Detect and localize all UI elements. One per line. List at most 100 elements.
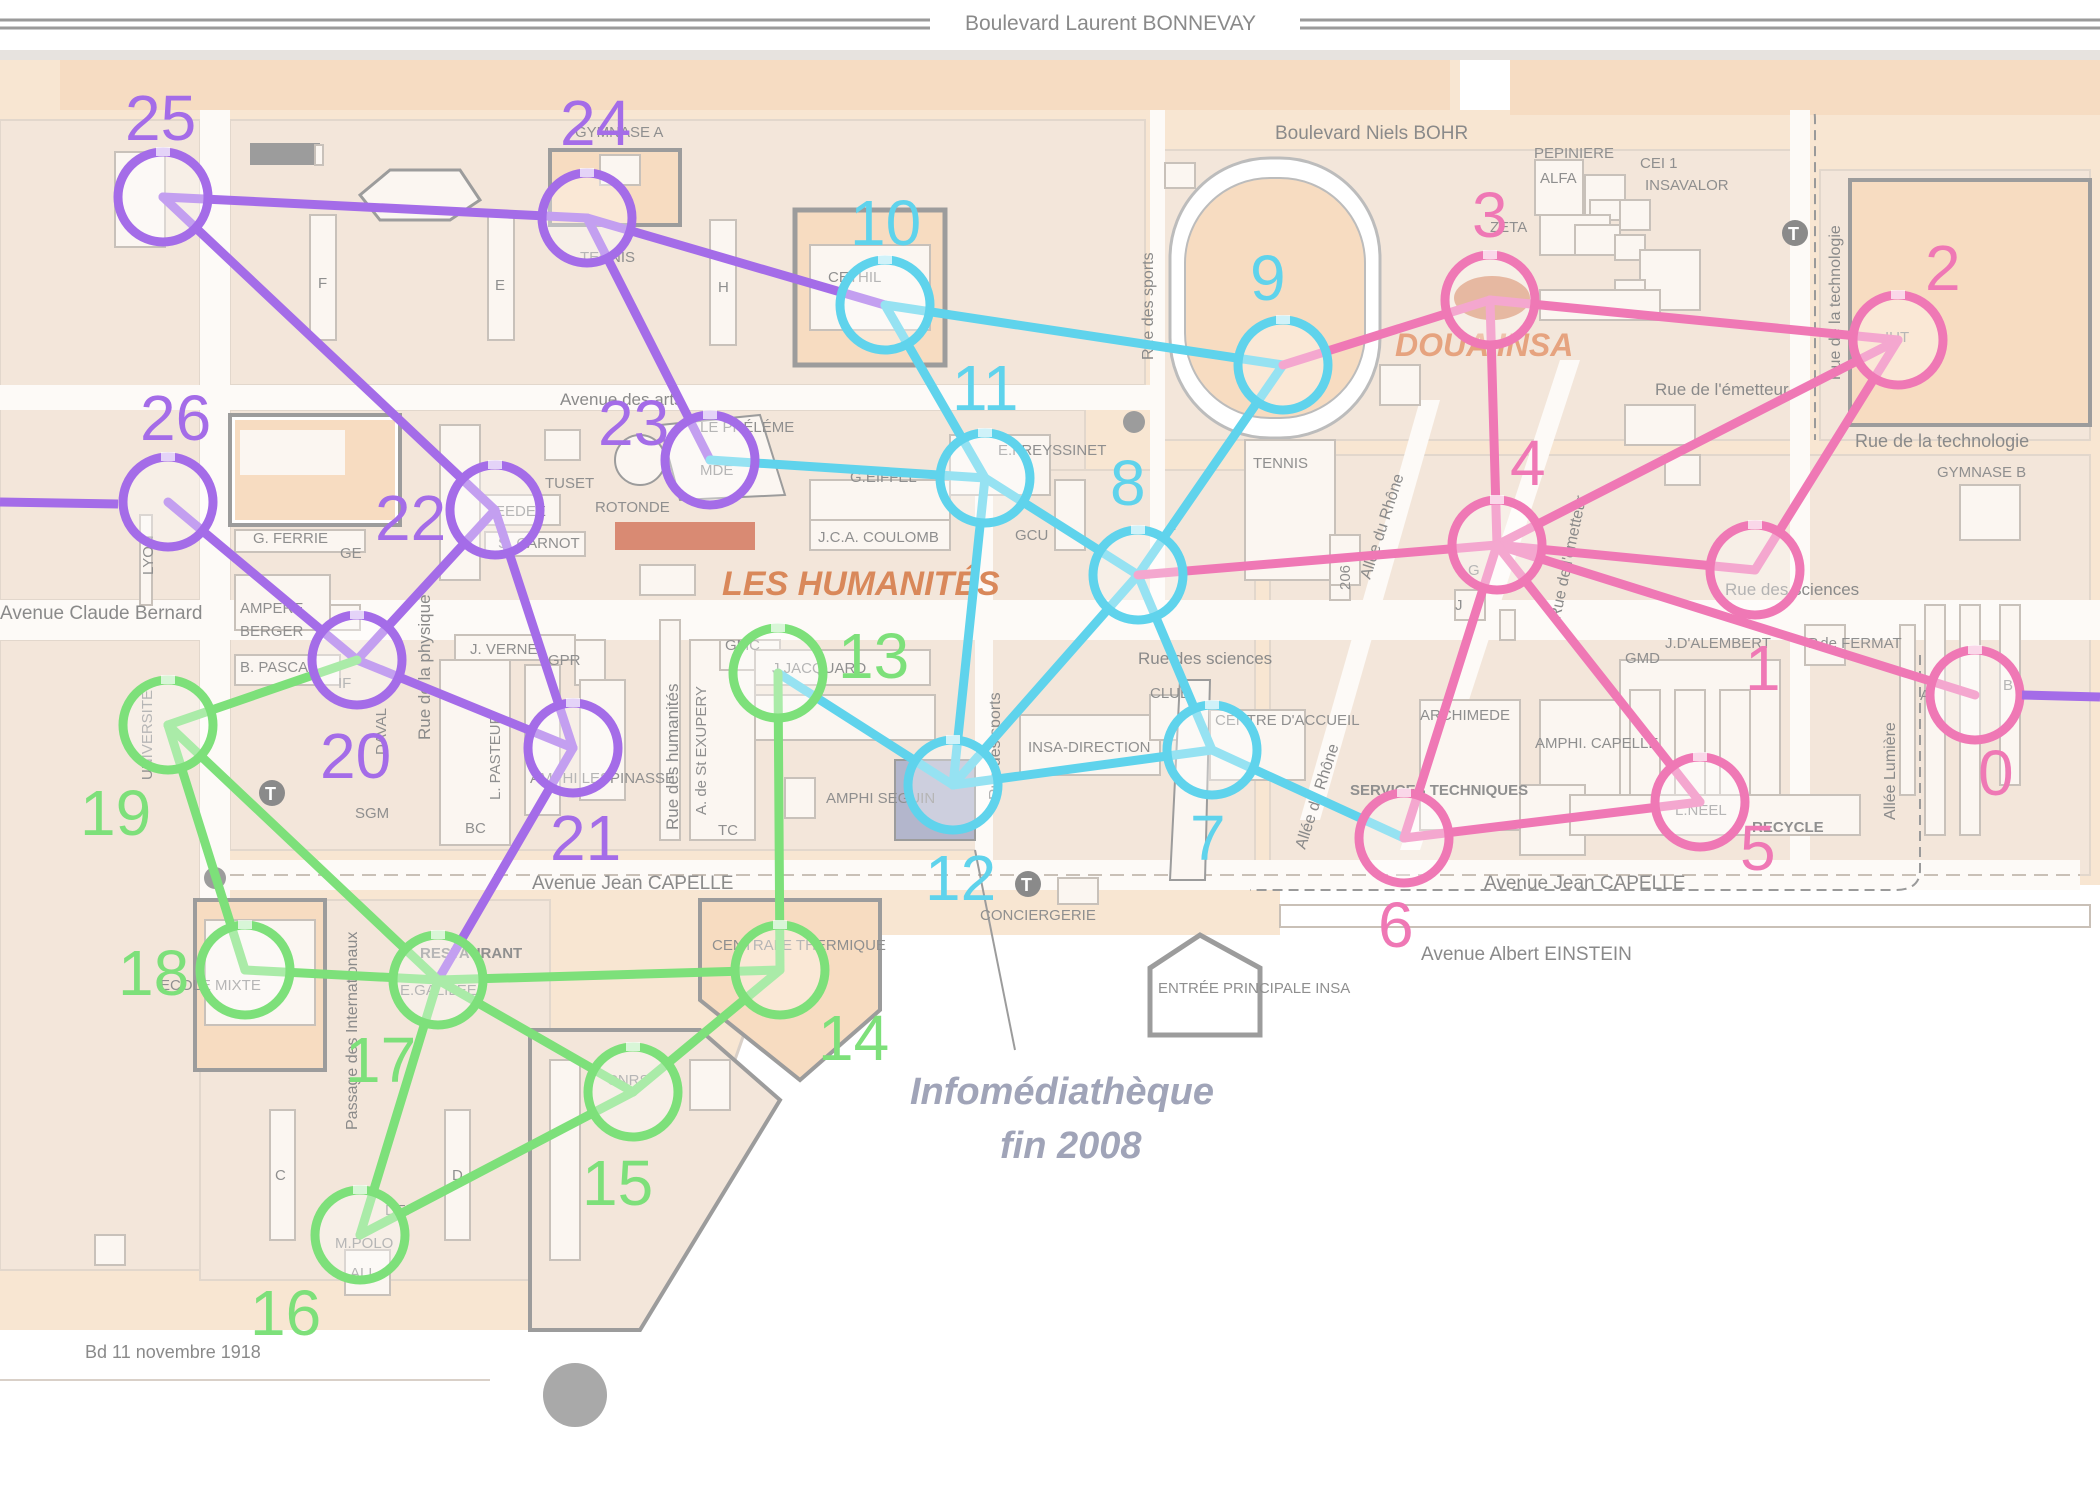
bld-d: D xyxy=(452,1167,463,1184)
graph-node-label-16: 16 xyxy=(250,1277,321,1349)
graph-node-notch xyxy=(156,147,170,156)
bld-gymnase-b: GYMNASE B xyxy=(1937,464,2026,481)
graph-node-label-14: 14 xyxy=(818,1002,889,1074)
graph-edge-8-4 xyxy=(1133,540,1502,580)
bld-gmd: GMD xyxy=(1625,650,1660,667)
buildings-layer xyxy=(94,60,2092,1427)
graph-edge-25-24 xyxy=(158,192,592,223)
graph-node-notch xyxy=(626,1042,640,1051)
graph-edge-6-5 xyxy=(1399,797,1705,843)
graph-node-notch xyxy=(703,410,717,419)
graph-edge-17-14 xyxy=(433,965,785,985)
graph-node-15[interactable] xyxy=(583,1042,683,1142)
graph-node-2[interactable] xyxy=(1848,290,1948,390)
graph-edge-17-15 xyxy=(433,975,638,1097)
graph-edge-4-0 xyxy=(1492,540,1980,700)
edge-stub-right xyxy=(2021,690,2100,702)
graph-node-0[interactable] xyxy=(1925,645,2025,745)
graph-node-notch xyxy=(238,920,252,929)
graph-edge-11-8 xyxy=(980,473,1143,580)
graph-node-label-26: 26 xyxy=(140,382,211,454)
graph-node-notch xyxy=(353,1185,367,1194)
svg-text:T: T xyxy=(1788,224,1799,244)
graph-node-8[interactable] xyxy=(1088,525,1188,625)
area-les-humanites: LES HUMANITÉS xyxy=(722,565,1000,603)
graph-node-24[interactable] xyxy=(537,168,637,268)
bld-archimede: ARCHIMEDE xyxy=(1420,707,1510,724)
graph-node-9[interactable] xyxy=(1233,315,1333,415)
street-lumiere: Allée Lumière xyxy=(1882,722,1899,820)
graph-node-26[interactable] xyxy=(118,452,218,552)
bld-ge: GE xyxy=(340,545,362,562)
street-bohr: Boulevard Niels BOHR xyxy=(1275,123,1468,144)
graph-node-19[interactable] xyxy=(118,675,218,775)
graph-node-3[interactable] xyxy=(1440,250,1540,350)
graph-node-21[interactable] xyxy=(523,698,623,798)
street-capelle-right: Avenue Jean CAPELLE xyxy=(1484,873,1685,894)
graph-node-notch xyxy=(566,698,580,707)
graph-node-22[interactable] xyxy=(445,460,545,560)
graph-node-label-6: 6 xyxy=(1378,889,1414,961)
graph-node-12[interactable] xyxy=(903,735,1003,835)
graph-node-13[interactable] xyxy=(728,623,828,723)
bld-pepiniere: PEPINIERE xyxy=(1534,145,1614,162)
graph-edge-4-6 xyxy=(1399,540,1502,843)
graph-node-23[interactable] xyxy=(660,410,760,510)
graph-node-18[interactable] xyxy=(195,920,295,1020)
graph-node-25[interactable] xyxy=(113,147,213,247)
graph-node-label-23: 23 xyxy=(598,387,669,459)
bld-insavalor: INSAVALOR xyxy=(1645,177,1729,194)
street-sciences-mid: Rue des sciences xyxy=(1138,649,1272,668)
graph-edge-4-5 xyxy=(1492,540,1705,807)
graph-edge-9-3 xyxy=(1278,295,1495,370)
bld-e: E xyxy=(495,277,505,294)
graph-node-notch xyxy=(946,735,960,744)
graph-node-7[interactable] xyxy=(1162,700,1262,800)
bld-bc: BC xyxy=(465,820,486,837)
bld-eedee: EEDEE xyxy=(495,503,546,520)
street-sports-top: Rue des sports xyxy=(1140,252,1157,360)
graph-edge-3-2 xyxy=(1485,295,1903,345)
graph-node-notch xyxy=(580,168,594,177)
graph-node-17[interactable] xyxy=(388,930,488,1030)
graph-edge-25-22 xyxy=(158,192,500,515)
graph-node-6[interactable] xyxy=(1354,788,1454,888)
graph-node-notch xyxy=(350,610,364,619)
graph-node-label-18: 18 xyxy=(118,937,189,1009)
graph-node-notch xyxy=(161,675,175,684)
graph-node-notch xyxy=(771,623,785,632)
graph-node-10[interactable] xyxy=(835,255,935,355)
graph-node-20[interactable] xyxy=(307,610,407,710)
street-passage: Passage des Internationaux xyxy=(344,932,361,1130)
graph-node-label-24: 24 xyxy=(560,87,631,159)
graph-edge-10-9 xyxy=(880,300,1288,370)
bld-dalembert: J.D'ALEMBERT xyxy=(1665,635,1771,652)
graph-node-notch xyxy=(1748,520,1762,529)
street-humanites: Rue des humanités xyxy=(663,684,682,830)
graph-node-label-19: 19 xyxy=(80,777,151,849)
bld-tuset: TUSET xyxy=(545,475,594,492)
graph-node-5[interactable] xyxy=(1650,752,1750,852)
graph-edge-10-11 xyxy=(880,300,990,483)
graph-node-1[interactable] xyxy=(1705,520,1805,620)
bld-cei: CEI 1 xyxy=(1640,155,1678,172)
bld-a: A xyxy=(1920,687,1930,704)
bld-amphi-capelle: AMPHI. CAPELLE xyxy=(1535,735,1658,752)
street-arts: Avenue des arts xyxy=(560,390,683,409)
infomediatheque-title: Infomédiathèque xyxy=(910,1071,1214,1113)
street-bonnevay: Boulevard Laurent BONNEVAY xyxy=(965,12,1256,35)
graph-node-14[interactable] xyxy=(730,920,830,1020)
bld-coulomb: J.C.A. COULOMB xyxy=(818,529,939,546)
bld-recycle: RECYCLE xyxy=(1752,819,1824,836)
bld-gymnase-a: GYMNASE A xyxy=(575,124,663,141)
bld-tc: TC xyxy=(718,822,738,839)
graph-node-4[interactable] xyxy=(1447,495,1547,595)
bld-ecole-mixte: ECOLE MIXTE xyxy=(160,977,261,994)
graph-edge-19-20 xyxy=(163,655,362,730)
graph-node-label-22: 22 xyxy=(375,482,446,554)
graph-node-11[interactable] xyxy=(935,428,1035,528)
graph-node-label-3: 3 xyxy=(1472,179,1508,251)
graph-node-notch xyxy=(1131,525,1145,534)
graph-node-label-15: 15 xyxy=(582,1147,653,1219)
graph-node-16[interactable] xyxy=(310,1185,410,1285)
